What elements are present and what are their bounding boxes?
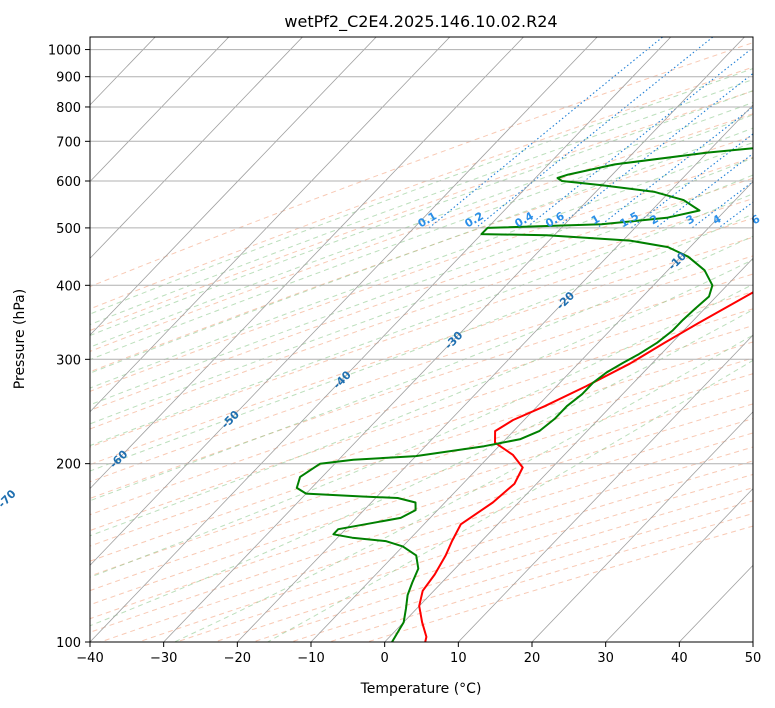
moist-adiabat-line [90, 259, 753, 537]
y-tick-label: 800 [56, 101, 81, 116]
dry-adiabat-line [90, 90, 753, 332]
y-tick-label: 500 [56, 222, 81, 237]
moist-adiabat-line [90, 90, 753, 337]
temperature-line [418, 291, 753, 642]
mixing-ratio-line [655, 152, 753, 229]
dewpoint-line [295, 147, 753, 642]
grid-lines [0, 35, 753, 656]
mixing-ratio-label: 2 [648, 212, 661, 227]
dry-adiabat-line [90, 388, 753, 606]
x-tick-label: 10 [450, 651, 467, 666]
y-tick-label: 200 [56, 458, 81, 473]
x-tick-label: 0 [381, 651, 389, 666]
dry-adiabat-line [214, 473, 753, 642]
dry-adiabat-line [90, 325, 753, 547]
isotherm-line [457, 334, 753, 642]
isotherm-line [531, 411, 753, 642]
dry-adiabat-line [290, 500, 753, 642]
y-tick-label: 300 [56, 353, 81, 368]
chart-title: wetPf2_C2E4.2025.146.10.02.R24 [284, 12, 557, 32]
dry-adiabat-line [90, 418, 753, 633]
isotherm-line [0, 35, 10, 656]
dry-adiabat-line [90, 236, 753, 466]
dry-adiabat-line [90, 42, 753, 288]
moist-adiabat-line [90, 127, 753, 374]
mixing-ratio-line [596, 106, 753, 229]
mixing-ratio-line [718, 201, 753, 229]
y-tick-label: 900 [56, 71, 81, 86]
dry-adiabat-line [176, 460, 753, 642]
x-tick-label: 50 [745, 651, 762, 666]
mixing-ratio-line [428, 37, 664, 229]
y-tick-label: 1000 [48, 44, 81, 59]
dry-adiabat-line [90, 357, 753, 577]
isotherm-line [163, 37, 746, 642]
dry-adiabat-line [90, 341, 753, 562]
dry-adiabat-line [90, 135, 753, 373]
isotherm-line [752, 641, 753, 642]
moist-adiabat-line [173, 334, 753, 642]
dry-adiabat-line [90, 308, 753, 532]
axes: −40 −30 −20 −10 0 10 20 30 40 5010020030040050060… [48, 44, 761, 666]
dry-adiabat-line [90, 217, 753, 448]
dry-adiabat-line [90, 197, 753, 430]
x-tick-label: −30 [150, 651, 177, 666]
x-tick-label: −20 [224, 651, 251, 666]
moist-adiabat-line [90, 309, 753, 627]
mixing-ratio-line [556, 72, 753, 229]
x-tick-label: 40 [671, 651, 688, 666]
isotherm-label: -70 [0, 487, 19, 510]
isotherm-line [90, 37, 598, 566]
isotherm-line [236, 104, 753, 642]
mixing-ratio-line [525, 47, 753, 229]
isotherm-line [90, 37, 451, 413]
mixing-ratio-line [691, 181, 753, 229]
y-tick-label: 100 [56, 636, 81, 651]
x-tick-label: −40 [76, 651, 103, 666]
dry-adiabat-line [90, 177, 753, 411]
dry-adiabat-line [90, 255, 753, 483]
isotherm-line [90, 37, 230, 183]
isotherm-line [384, 257, 753, 642]
y-tick-label: 700 [56, 135, 81, 150]
mixing-ratio-line [758, 35, 775, 228]
moist-adiabat-line [90, 174, 753, 425]
x-axis-title: Temperature (°C) [360, 681, 482, 697]
y-axis-title: Pressure (hPa) [12, 289, 28, 389]
isotherm-line [90, 37, 377, 336]
dry-adiabat-line [90, 66, 753, 310]
dry-adiabat-line [367, 525, 753, 642]
moist-adiabat-line [90, 68, 753, 315]
dry-adiabat-line [252, 487, 753, 642]
y-tick-label: 600 [56, 175, 81, 190]
dry-adiabat-line [90, 291, 753, 516]
mixing-ratio-label: 0.1 [416, 209, 439, 230]
isotherm-line [678, 564, 753, 642]
x-tick-label: 30 [597, 651, 614, 666]
moist-adiabat-line [90, 114, 753, 361]
mixing-ratio-label: 1.5 [618, 209, 641, 230]
mixing-ratio-label: 3 [684, 212, 697, 227]
moist-adiabat-line [90, 157, 753, 406]
plot-frame [89, 36, 754, 643]
isotherm-line [90, 37, 304, 259]
isotherm-line [605, 487, 753, 642]
dry-adiabat-line [90, 373, 753, 592]
isotherm-line [310, 180, 753, 642]
mixing-ratio-label: 6 [749, 212, 762, 227]
isotherm-line [90, 37, 525, 490]
x-tick-label: −10 [297, 651, 324, 666]
isotherm-line [90, 37, 672, 642]
dry-adiabat-line [90, 156, 753, 392]
moist-adiabat-line [90, 193, 753, 447]
moist-adiabat-line [90, 78, 753, 326]
dry-adiabat-line [90, 113, 753, 352]
dry-adiabat-line [90, 273, 753, 499]
x-tick-label: 20 [524, 651, 541, 666]
data-series [295, 147, 753, 642]
y-tick-label: 400 [56, 279, 81, 294]
